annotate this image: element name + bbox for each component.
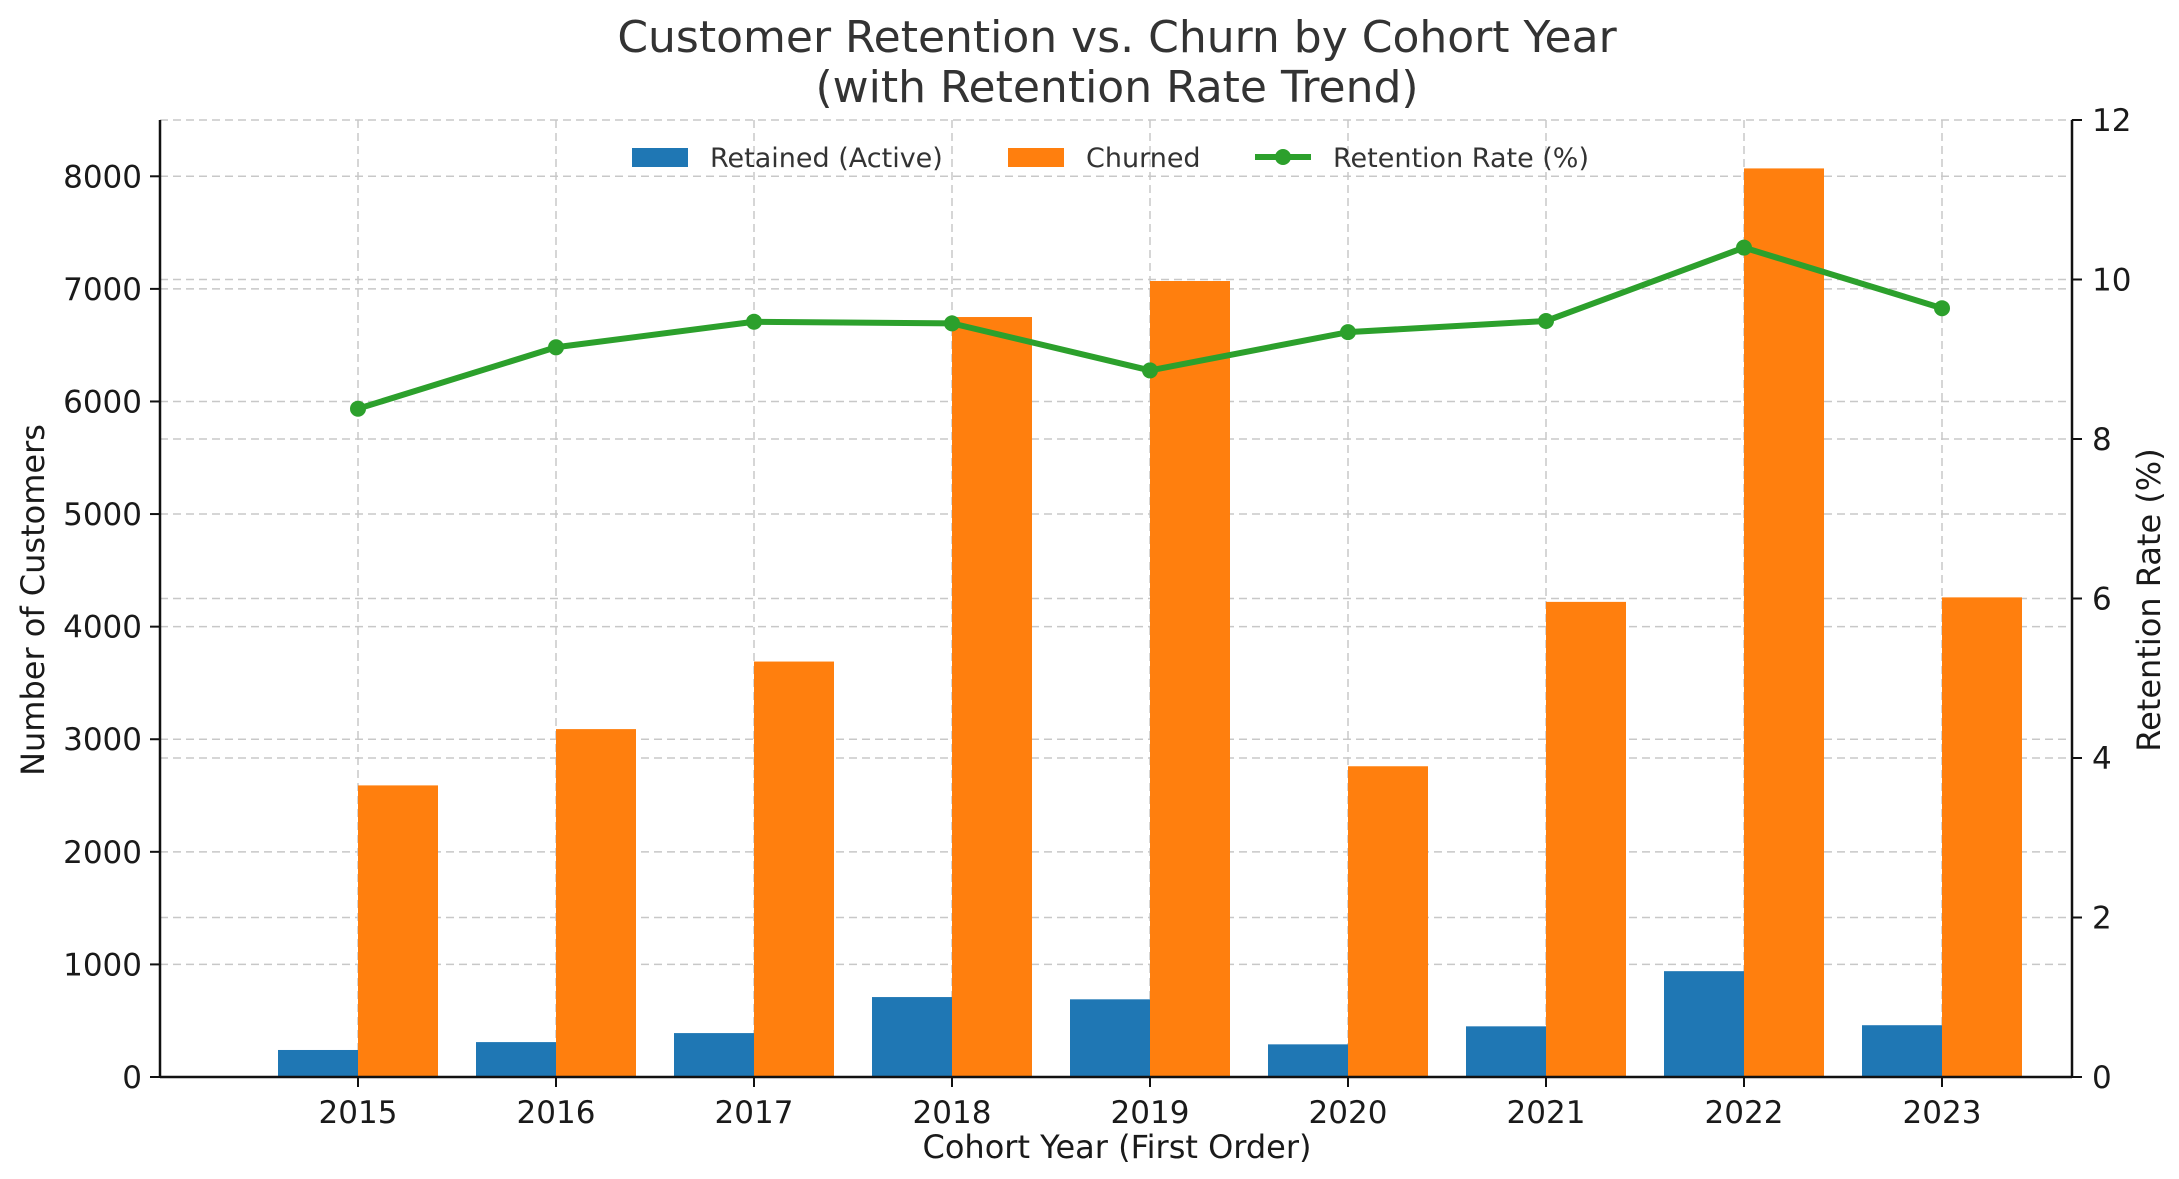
bar-retained-2018 xyxy=(872,997,952,1077)
y-tick-label: 7000 xyxy=(63,272,142,308)
x-tick-label: 2022 xyxy=(1705,1095,1784,1131)
bar-retained-2020 xyxy=(1268,1044,1348,1077)
bar-churned-2018 xyxy=(952,317,1032,1077)
x-axis-label: Cohort Year (First Order) xyxy=(923,1128,1312,1166)
retention-rate-point-2021 xyxy=(1538,312,1554,329)
y-tick-label: 8000 xyxy=(63,159,142,195)
bar-retained-2021 xyxy=(1466,1026,1546,1077)
y-tick-label: 5000 xyxy=(63,497,142,533)
y2-tick-label: 2 xyxy=(2092,901,2112,937)
bar-churned-2023 xyxy=(1942,597,2022,1077)
bar-churned-2021 xyxy=(1546,601,1626,1077)
x-tick-label: 2019 xyxy=(1111,1095,1190,1131)
x-tick-label: 2015 xyxy=(319,1095,398,1131)
retention-rate-point-2019 xyxy=(1142,362,1158,379)
bar-churned-2019 xyxy=(1150,281,1230,1077)
bar-retained-2015 xyxy=(278,1049,358,1077)
bar-churned-2022 xyxy=(1744,168,1824,1077)
retention-rate-point-2022 xyxy=(1736,239,1752,256)
legend-swatch-0 xyxy=(632,148,688,167)
y-axis-label: Number of Customers xyxy=(14,424,52,776)
bar-churned-2016 xyxy=(556,729,636,1077)
y-tick-label: 3000 xyxy=(63,722,142,758)
retention-rate-point-2018 xyxy=(944,315,960,332)
y-tick-label: 6000 xyxy=(63,384,142,420)
x-tick-label: 2021 xyxy=(1507,1095,1586,1131)
bar-retained-2022 xyxy=(1664,971,1744,1077)
chart-title: Customer Retention vs. Churn by Cohort Y… xyxy=(617,12,1617,63)
axes-layer: 0 1000 2000 3000 4000 5000 6000 7000 8000 0 2 4 6 8 10… xyxy=(63,103,2131,1131)
x-tick-label: 2017 xyxy=(715,1095,794,1131)
y-tick-label: 2000 xyxy=(63,835,142,871)
legend-label-1: Churned xyxy=(1086,143,1201,174)
bars-layer xyxy=(278,168,2022,1077)
x-tick-label: 2023 xyxy=(1903,1095,1982,1131)
bar-retained-2023 xyxy=(1862,1025,1942,1077)
bar-retained-2019 xyxy=(1070,999,1150,1077)
y-tick-label: 0 xyxy=(122,1060,142,1096)
retention-rate-point-2015 xyxy=(350,400,366,417)
legend-swatch-marker xyxy=(1275,149,1291,165)
y2-tick-label: 4 xyxy=(2092,741,2112,777)
bar-churned-2020 xyxy=(1348,766,1428,1077)
legend-swatch-1 xyxy=(1008,148,1064,167)
retention-rate-point-2017 xyxy=(746,313,762,330)
y2-tick-label: 8 xyxy=(2092,422,2112,458)
y2-tick-label: 12 xyxy=(2092,103,2131,139)
x-tick-label: 2020 xyxy=(1309,1095,1388,1131)
chart-subtitle: (with Retention Rate Trend) xyxy=(815,62,1418,113)
retention-rate-point-2023 xyxy=(1934,300,1950,317)
bar-retained-2016 xyxy=(476,1042,556,1077)
y2-tick-label: 6 xyxy=(2092,582,2112,618)
legend-label-0: Retained (Active) xyxy=(710,143,943,174)
y2-tick-label: 0 xyxy=(2092,1060,2112,1096)
bar-churned-2017 xyxy=(754,661,834,1077)
bar-retained-2017 xyxy=(674,1033,754,1077)
x-tick-label: 2018 xyxy=(913,1095,992,1131)
line-layer xyxy=(350,239,1950,417)
y-tick-label: 4000 xyxy=(63,610,142,646)
y-tick-label: 1000 xyxy=(63,947,142,983)
bar-churned-2015 xyxy=(358,785,438,1077)
y2-axis-label: Retention Rate (%) xyxy=(2130,448,2168,751)
retention-rate-point-2016 xyxy=(548,339,564,356)
legend-layer: Retained (Active) Churned Retention Rate (… xyxy=(632,143,1589,174)
y2-tick-label: 10 xyxy=(2092,263,2131,299)
retention-rate-point-2020 xyxy=(1340,324,1356,341)
legend-label-2: Retention Rate (%) xyxy=(1333,143,1589,174)
x-tick-label: 2016 xyxy=(517,1095,596,1131)
